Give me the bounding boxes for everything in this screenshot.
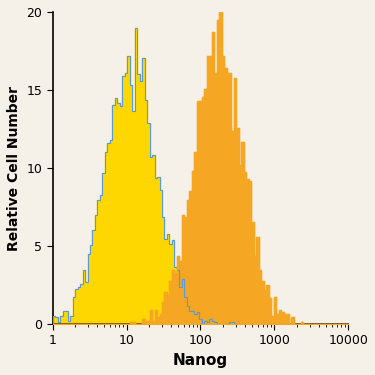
Y-axis label: Relative Cell Number: Relative Cell Number bbox=[7, 86, 21, 251]
X-axis label: Nanog: Nanog bbox=[173, 353, 228, 368]
